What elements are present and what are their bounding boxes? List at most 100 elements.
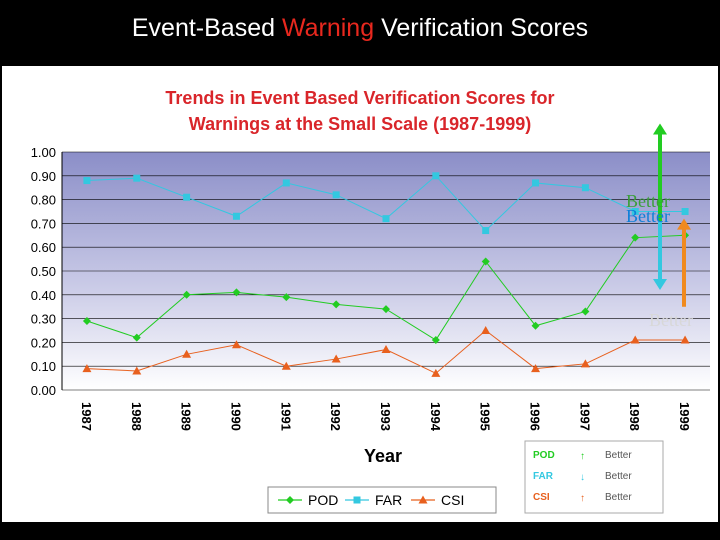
- slide-title: Event-Based Warning Verification Scores: [0, 14, 720, 43]
- data-point: [581, 184, 589, 192]
- data-point: [83, 177, 91, 185]
- data-point: [281, 361, 291, 370]
- y-tick-label: 0.30: [31, 312, 56, 327]
- data-point: [331, 354, 341, 363]
- y-tick-label: 0.60: [31, 240, 56, 255]
- data-point: [282, 179, 290, 187]
- y-tick-label: 0.80: [31, 193, 56, 208]
- data-point: [231, 340, 241, 349]
- y-tick-label: 0.70: [31, 216, 56, 231]
- x-tick-label: 1999: [677, 402, 692, 431]
- data-point: [580, 359, 590, 368]
- key-name: FAR: [533, 471, 554, 482]
- x-tick-label: 1988: [129, 402, 144, 431]
- series-csi: [82, 326, 690, 377]
- data-point: [182, 290, 191, 299]
- x-tick-label: 1989: [179, 402, 194, 431]
- x-tick-label: 1994: [428, 402, 443, 432]
- data-point: [353, 496, 361, 504]
- data-point: [232, 212, 240, 220]
- x-tick-label: 1990: [228, 402, 243, 431]
- key-text: Better: [605, 471, 632, 482]
- better-label: Better: [626, 191, 670, 211]
- data-point: [680, 335, 690, 344]
- line-chart: Trends in Event Based Verification Score…: [2, 66, 718, 522]
- legend-label: FAR: [375, 492, 402, 508]
- chart-title-line-1: Trends in Event Based Verification Score…: [165, 88, 554, 108]
- data-point: [631, 233, 640, 242]
- slide-title-accent: Warning: [281, 14, 375, 42]
- x-tick-label: 1993: [378, 402, 393, 431]
- data-point: [132, 333, 141, 342]
- arrow-head: [653, 279, 667, 291]
- key-name: POD: [533, 450, 555, 461]
- series-far: [83, 172, 689, 235]
- key-text: Better: [605, 450, 632, 461]
- slide-title-part1: Event-Based: [131, 14, 282, 42]
- key-arrow: ↑: [580, 493, 585, 504]
- y-tick-label: 0.20: [31, 335, 56, 350]
- arrow-head: [653, 123, 667, 135]
- data-point: [431, 368, 441, 377]
- data-point: [381, 345, 391, 354]
- chart-title-line-2: Warnings at the Small Scale (1987-1999): [189, 114, 531, 134]
- data-point: [183, 193, 191, 201]
- better-arrow-csi: [677, 218, 691, 307]
- key-box-background: [524, 440, 664, 514]
- y-tick-label: 0.10: [31, 359, 56, 374]
- x-tick-label: 1996: [528, 402, 543, 431]
- key-text: Better: [605, 492, 632, 503]
- legend: POD FAR CSI: [267, 486, 497, 514]
- better-arrow-far: [653, 221, 667, 291]
- y-tick-label: 1.00: [31, 145, 56, 160]
- data-point: [531, 321, 540, 330]
- data-point: [282, 293, 291, 302]
- gridlines: [61, 151, 710, 391]
- legend-label: POD: [308, 492, 338, 508]
- data-point: [532, 179, 540, 187]
- data-point: [482, 227, 490, 235]
- y-tick-label: 0.00: [31, 383, 56, 398]
- data-point: [481, 257, 490, 266]
- data-point: [332, 191, 340, 199]
- legend-box: [267, 486, 497, 514]
- chart-area: Trends in Event Based Verification Score…: [0, 66, 720, 522]
- data-point: [531, 364, 541, 373]
- data-point: [332, 300, 341, 309]
- series-group: [82, 172, 690, 377]
- data-point: [382, 305, 390, 314]
- y-tick-label: 0.40: [31, 288, 56, 303]
- data-point: [133, 174, 141, 182]
- y-tick-label: 0.50: [31, 264, 56, 279]
- key-arrow: ↓: [580, 472, 585, 483]
- x-tick-label: 1991: [278, 402, 293, 431]
- data-point: [232, 288, 241, 297]
- x-axis-label: Year: [364, 446, 402, 466]
- data-point: [382, 215, 390, 223]
- data-point: [631, 208, 639, 215]
- arrow-head: [677, 218, 691, 230]
- data-point: [286, 496, 294, 504]
- data-point: [132, 366, 142, 375]
- data-point: [82, 316, 91, 325]
- data-point: [432, 172, 440, 180]
- data-point: [182, 349, 192, 358]
- better-label: Better: [649, 310, 693, 330]
- better-label: Better: [626, 206, 670, 226]
- series-pod: [82, 231, 690, 345]
- y-tick-label: 0.90: [31, 169, 56, 184]
- x-tick-label: 1992: [328, 402, 343, 431]
- x-tick-label: 1998: [627, 402, 642, 431]
- data-point: [418, 495, 428, 504]
- data-point: [681, 208, 689, 215]
- data-point: [431, 336, 440, 345]
- data-point: [630, 335, 640, 344]
- data-point: [581, 307, 590, 316]
- data-point: [481, 326, 491, 334]
- y-axis-ticks: 0.00 0.10 0.20 0.30 0.40 0.50 0.60 0.70 0.80 0.90…: [31, 145, 56, 398]
- x-tick-label: 1987: [79, 402, 94, 431]
- key-box: POD ↑ Better FAR ↓ Better CSI ↑ Better: [524, 440, 664, 514]
- x-tick-label: 1995: [478, 402, 493, 431]
- key-arrow: ↑: [580, 451, 585, 462]
